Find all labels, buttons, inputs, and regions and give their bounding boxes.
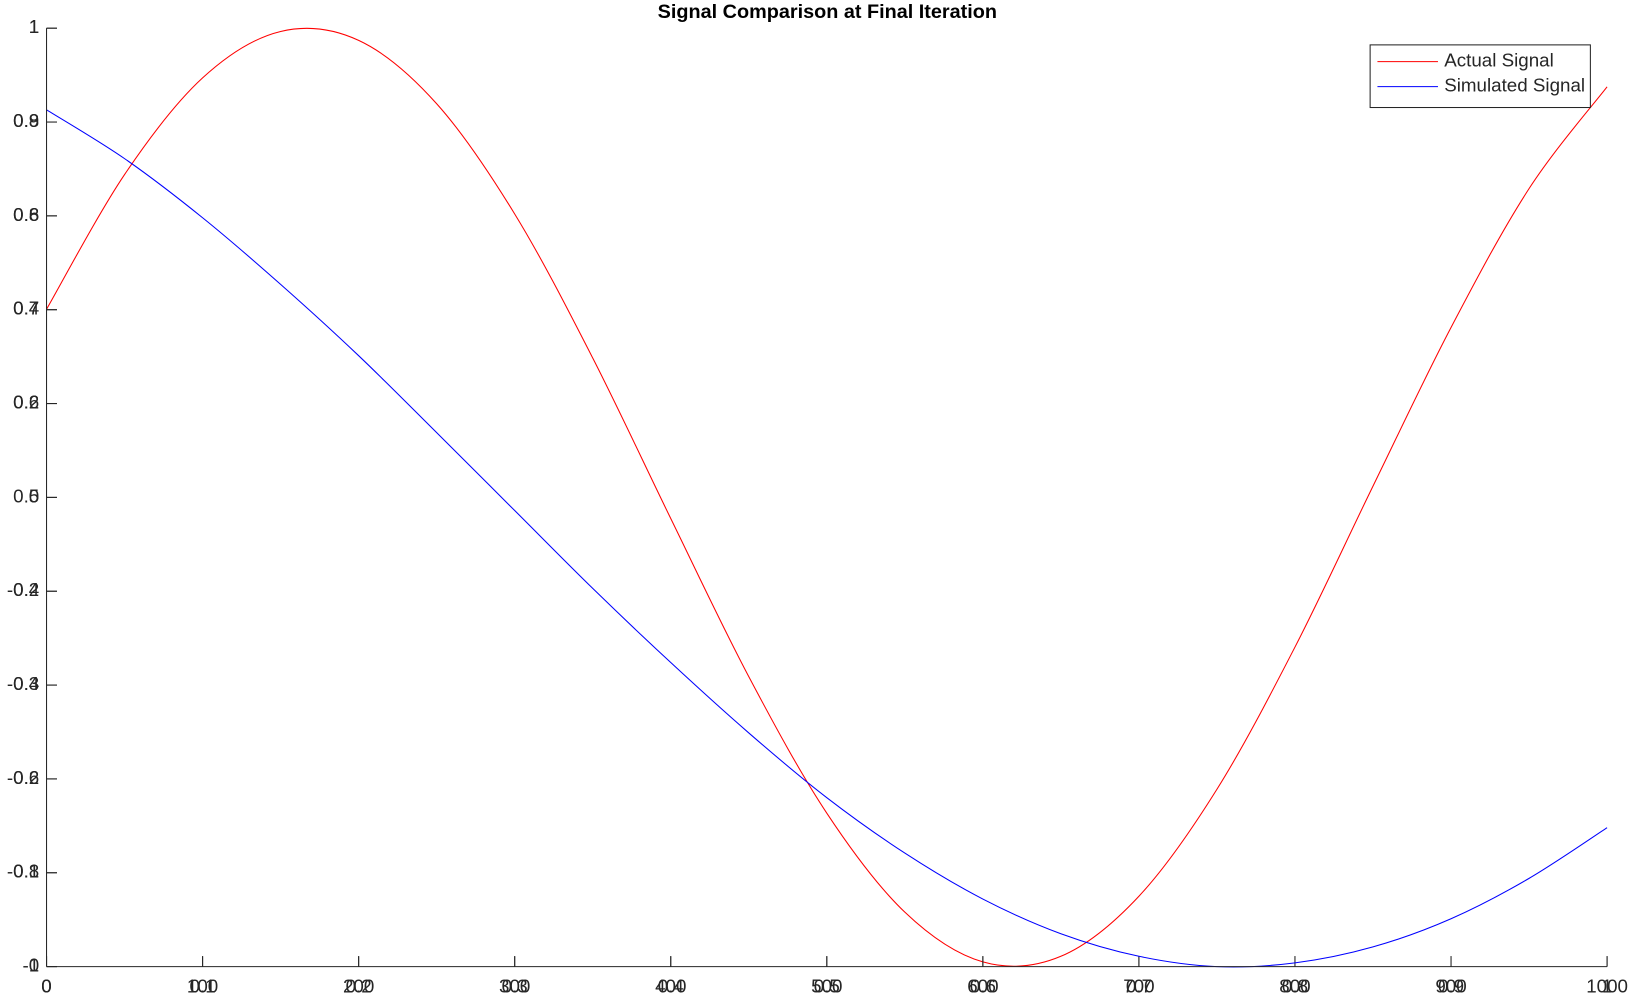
series-line [46,109,1608,968]
legend-label: Simulated Signal [1444,75,1585,96]
x-tick-label: 0.5 [814,975,840,996]
legend-box [1369,44,1591,109]
x-tick-label: 900 [1435,975,1466,996]
series-line [46,27,1608,967]
y-tick-label: -0.8 [7,861,39,882]
x-tick-label: 0 [41,975,51,996]
x-tick-label: 400 [655,975,686,996]
y-tick-label: 0.6 [13,392,39,413]
y-tick-label: 1 [29,16,39,37]
chart-title: Signal Comparison at Final Iteration [658,1,997,23]
x-tick-label: 600 [967,975,998,996]
x-tick-label: 0.2 [346,975,372,996]
y-tick-label: 0.2 [13,392,39,413]
x-tick-label: 200 [343,975,374,996]
y-tick-label: 0.9 [13,110,39,131]
x-tick-label: 0.9 [1438,975,1464,996]
x-tick-label: 500 [811,975,842,996]
y-tick-label: -0.6 [7,767,39,788]
x-tick-label: 1000 [1586,975,1628,996]
y-tick-label: 0.4 [13,579,39,600]
x-tick-label: 800 [1279,975,1310,996]
x-tick-label: 0.1 [190,975,216,996]
x-tick-label: 0.8 [1282,975,1308,996]
y-tick-label: 0.7 [13,298,39,319]
y-tick-label: 0.4 [13,298,39,319]
y-tick-label: 0.2 [13,767,39,788]
y-tick-label: 0.1 [13,861,39,882]
x-tick-label: 1 [1602,975,1612,996]
y-tick-label: -1 [23,955,40,976]
x-tick-label: 0.7 [1126,975,1152,996]
y-tick-label: -0.4 [7,673,39,694]
x-tick-label: 0.4 [658,975,684,996]
y-tick-label: 0 [29,955,39,976]
y-tick-label: -0.2 [7,579,39,600]
x-tick-label: 0.6 [970,975,996,996]
y-tick-label: 0 [29,485,39,506]
x-tick-label: 300 [499,975,530,996]
x-tick-label: 0.3 [502,975,528,996]
y-tick-label: 0.8 [13,204,39,225]
y-tick-label: 0.8 [13,110,39,131]
y-tick-label: 1 [29,16,39,37]
x-tick-label: 700 [1123,975,1154,996]
y-tick-label: 0.3 [13,673,39,694]
x-tick-label: 0 [41,975,51,996]
y-tick-label: 0.6 [13,204,39,225]
y-tick-label: 0.5 [13,485,39,506]
legend-label: Actual Signal [1444,50,1554,71]
x-tick-label: 100 [187,975,218,996]
